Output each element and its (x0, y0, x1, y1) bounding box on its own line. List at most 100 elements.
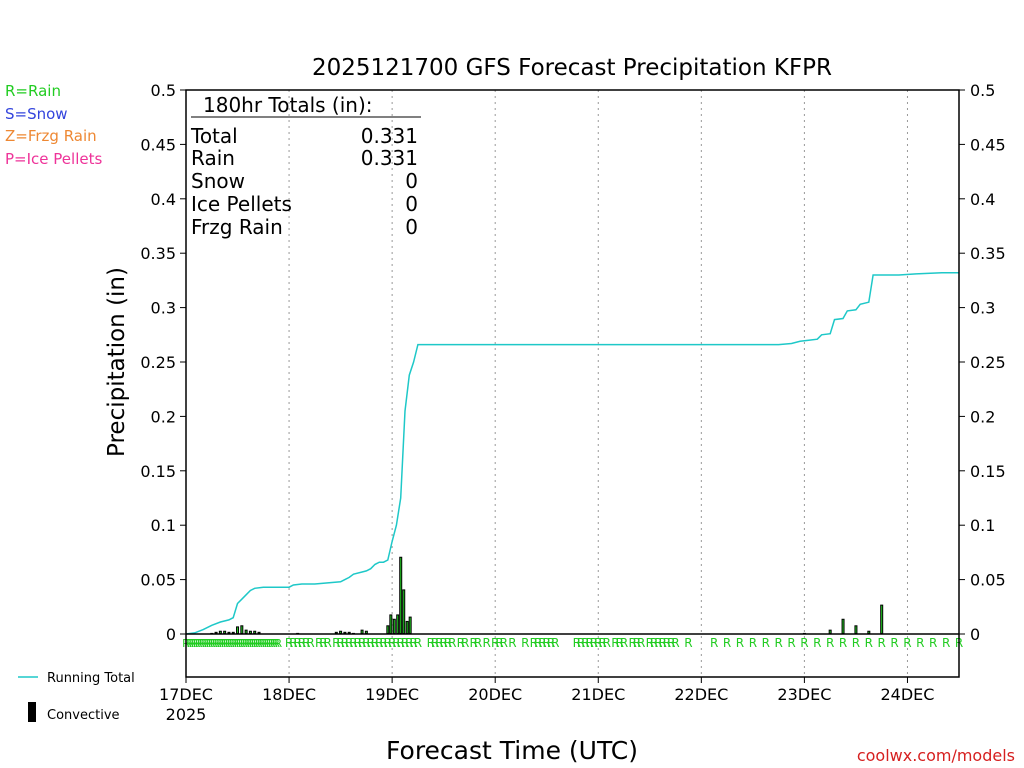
precip-mark-134: R (929, 636, 937, 650)
precip-mark-123: R (787, 636, 795, 650)
precip-mark-68: R (397, 636, 405, 650)
precip-mark-28: R (242, 637, 250, 650)
precip-mark-95: R (573, 636, 581, 650)
precip-mark-40: R (268, 637, 276, 650)
precip-mark-120: R (749, 636, 757, 650)
precip-mark-83: R (482, 636, 490, 650)
precip-mark-81: R (470, 636, 478, 650)
precip-mark-18: R (221, 637, 229, 650)
totals-value-total: 0.331 (361, 124, 418, 148)
precip-mark-48: R (302, 636, 310, 650)
legend-snow: S=Snow (5, 105, 68, 123)
plot-frame (185, 89, 960, 678)
convective-bar-fill-14 (340, 631, 342, 633)
precip-mark-62: R (371, 636, 379, 650)
y-tick-label-right-6: 0.3 (970, 299, 995, 318)
legend-rain: R=Rain (5, 82, 61, 100)
precip-mark-25: R (236, 637, 244, 650)
x-tick-label-3: 20DEC (468, 685, 522, 704)
precip-mark-46: R (293, 636, 301, 650)
precip-mark-78: R (448, 636, 456, 650)
precip-mark-133: R (916, 636, 924, 650)
convective-bar-fill-26 (406, 621, 408, 633)
precip-mark-23: R (232, 637, 240, 650)
y-tick-label-right-0: 0 (970, 625, 980, 644)
x-tick-label-4: 21DEC (571, 685, 625, 704)
precip-mark-87: R (508, 636, 516, 650)
precip-mark-17: R (219, 637, 227, 650)
convective-bar-fill-6 (237, 627, 239, 633)
precip-mark-58: R (354, 636, 362, 650)
precip-mark-94: R (551, 636, 559, 650)
precip-mark-13: R (210, 637, 218, 650)
precip-mark-11: R (206, 637, 214, 650)
totals-box: 180hr Totals (in): Total 0.331 Rain 0.33… (190, 93, 421, 239)
convective-bar-fill-23 (397, 615, 399, 633)
precip-mark-12: R (208, 637, 216, 650)
precip-mark-80: R (461, 636, 469, 650)
convective-bar-fill-25 (403, 590, 405, 633)
y-tick-label-right-2: 0.1 (970, 516, 995, 535)
precip-mark-97: R (581, 636, 589, 650)
convective-bar-fill-9 (249, 631, 251, 633)
precip-mark-34: R (255, 637, 263, 650)
precip-mark-75: R (435, 636, 443, 650)
x-tick-label-6: 23DEC (777, 685, 831, 704)
precip-mark-90: R (534, 636, 542, 650)
totals-header: 180hr Totals (in): (203, 93, 373, 117)
convective-bar-fill-31 (855, 626, 857, 633)
convective-bar-fill-18 (361, 630, 363, 633)
legend-running-total-label: Running Total (47, 671, 135, 686)
precip-mark-106: R (628, 636, 636, 650)
precip-mark-52: R (324, 636, 332, 650)
precip-mark-113: R (663, 636, 671, 650)
precip-mark-42: R (272, 637, 280, 650)
precip-mark-110: R (650, 636, 658, 650)
precip-mark-93: R (547, 636, 555, 650)
convective-bar-fill-22 (393, 619, 395, 633)
y-tick-label-left-4: 0.2 (151, 407, 176, 426)
precip-mark-51: R (319, 636, 327, 650)
x-tick-label-5: 22DEC (674, 685, 728, 704)
precip-mark-55: R (341, 636, 349, 650)
precip-type-legend: R=Rain S=Snow Z=Frzg Rain P=Ice Pellets (5, 82, 102, 168)
y-tick-label-left-3: 0.15 (140, 462, 176, 481)
precip-mark-130: R (878, 636, 886, 650)
y-tick-label-left-0: 0 (166, 625, 176, 644)
precip-mark-53: R (332, 636, 340, 650)
precip-mark-22: R (229, 637, 237, 650)
precip-mark-5: R (193, 637, 201, 650)
totals-label-frzg-rain: Frzg Rain (191, 215, 283, 239)
precip-mark-1: R (184, 637, 192, 650)
precip-mark-31: R (249, 637, 257, 650)
y-tick-label-left-9: 0.45 (140, 135, 176, 154)
precip-mark-88: R (521, 636, 529, 650)
precip-mark-105: R (620, 636, 628, 650)
precip-mark-135: R (942, 636, 950, 650)
precip-mark-30: R (247, 637, 255, 650)
totals-label-snow: Snow (191, 169, 245, 193)
precip-mark-2: R (186, 637, 194, 650)
precip-mark-20: R (225, 637, 233, 650)
precip-mark-8: R (199, 637, 207, 650)
precip-mark-54: R (336, 636, 344, 650)
precip-mark-125: R (813, 636, 821, 650)
precip-mark-116: R (684, 636, 692, 650)
precip-mark-104: R (616, 636, 624, 650)
precip-mark-128: R (852, 636, 860, 650)
precip-mark-59: R (358, 636, 366, 650)
series-legend: Running Total Convective (18, 671, 135, 723)
y-tick-label-left-2: 0.1 (151, 516, 176, 535)
precip-mark-115: R (671, 636, 679, 650)
precip-mark-102: R (603, 636, 611, 650)
precip-mark-24: R (234, 637, 242, 650)
totals-value-snow: 0 (405, 169, 418, 193)
convective-bar-fill-19 (365, 631, 367, 633)
precip-mark-131: R (890, 636, 898, 650)
precip-mark-124: R (800, 636, 808, 650)
precip-mark-14: R (212, 637, 220, 650)
precip-mark-107: R (633, 636, 641, 650)
precip-mark-84: R (491, 636, 499, 650)
precip-mark-56: R (345, 636, 353, 650)
